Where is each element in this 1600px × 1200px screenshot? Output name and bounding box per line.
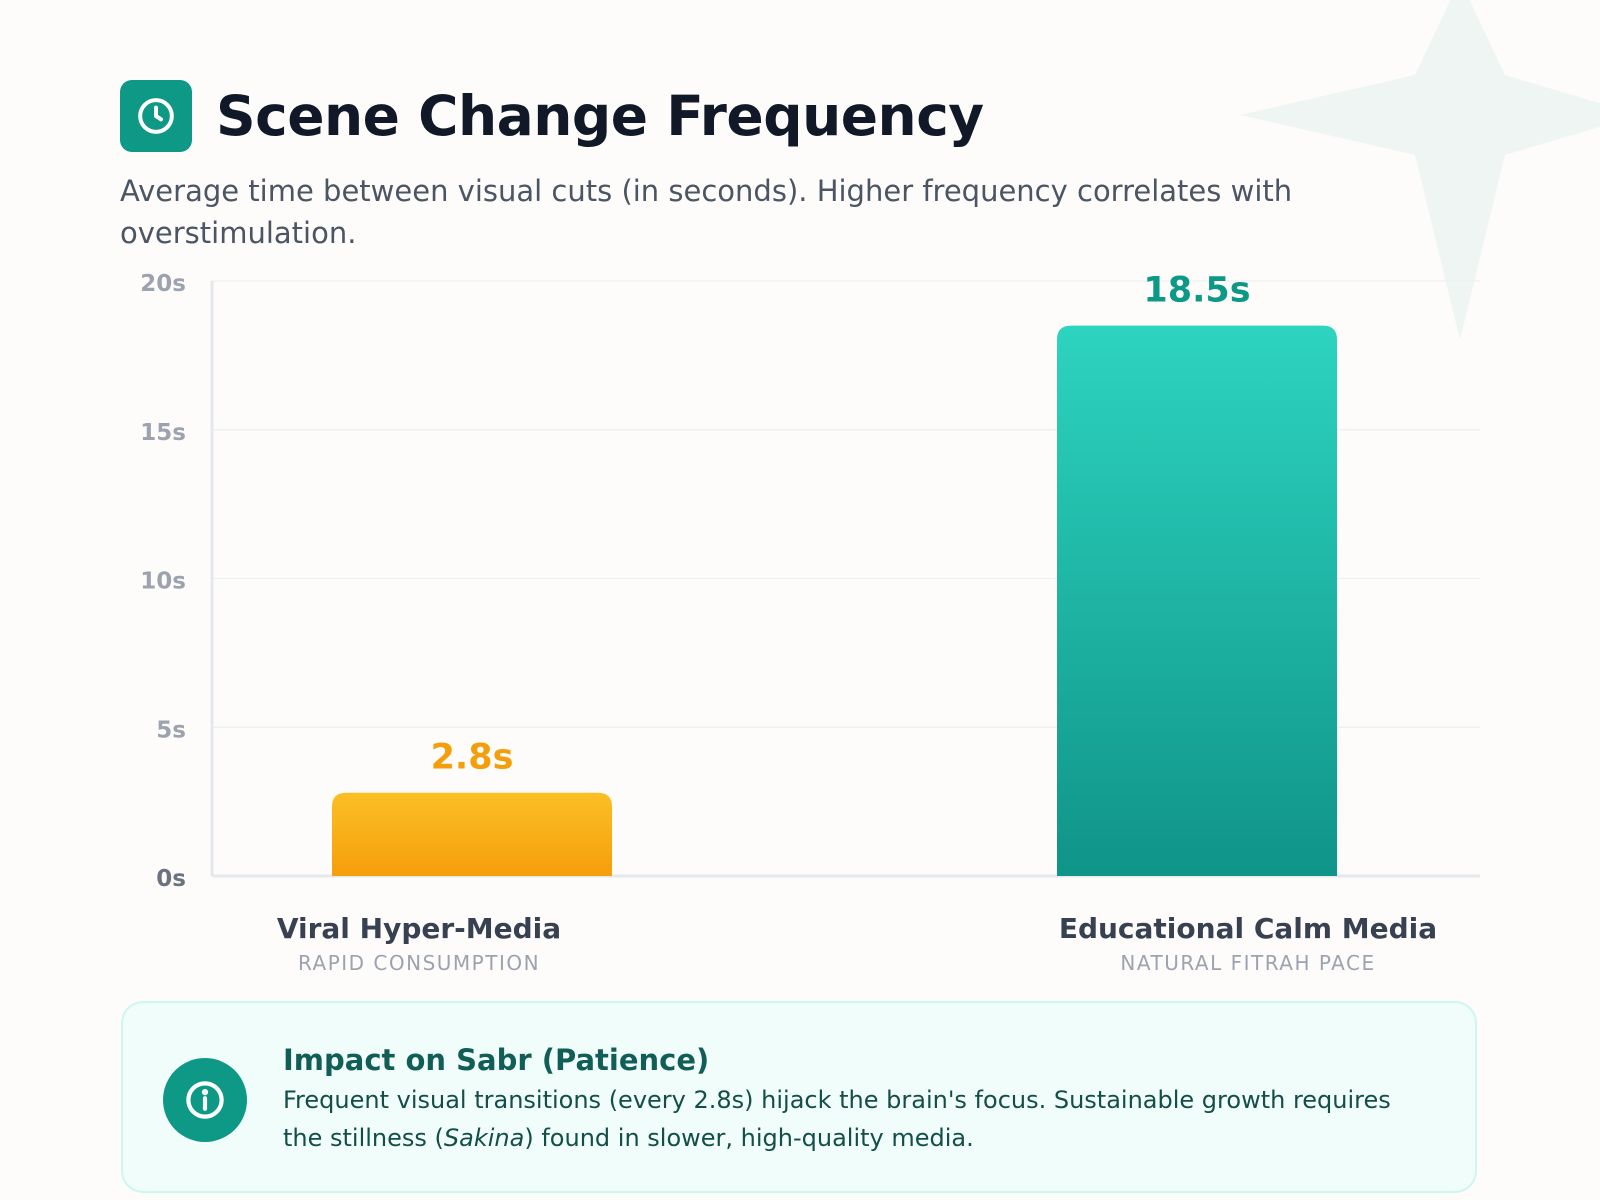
impact-callout: Impact on Sabr (Patience) Frequent visua… (121, 1001, 1477, 1193)
bar (1057, 325, 1337, 876)
page-subtitle: Average time between visual cuts (in sec… (120, 174, 1293, 250)
data-label: 18.5s (1143, 271, 1250, 311)
star-decoration (1240, 0, 1600, 340)
bar-chart: 0s 5s 10s 15s 20s 2.8s Viral Hyper-Media RAPID … (140, 271, 1480, 975)
y-tick-label: 15s (140, 420, 186, 446)
y-tick-label: 10s (140, 569, 186, 595)
clock-icon (120, 80, 192, 152)
y-tick-label: 0s (156, 866, 186, 892)
category-label: Viral Hyper-Media (277, 912, 561, 945)
category-subtitle: NATURAL FITRAH PACE (1120, 951, 1375, 975)
y-tick-label: 20s (140, 271, 186, 297)
callout-text-part: Frequent visual transitions (every 2.8s)… (283, 1086, 1391, 1152)
callout-title: Impact on Sabr (Patience) (283, 1043, 710, 1077)
category-label: Educational Calm Media (1059, 912, 1437, 945)
bar (332, 792, 612, 876)
info-icon (163, 1058, 247, 1142)
callout-text-part: ) found in slower, high-quality media. (524, 1124, 974, 1152)
y-tick-label: 5s (156, 717, 186, 743)
category-subtitle: RAPID CONSUMPTION (298, 951, 540, 975)
page-title: Scene Change Frequency (216, 84, 984, 148)
callout-text-italic: Sakina (443, 1124, 525, 1152)
data-label: 2.8s (431, 738, 514, 778)
callout-text: Frequent visual transitions (every 2.8s)… (283, 1081, 1433, 1157)
